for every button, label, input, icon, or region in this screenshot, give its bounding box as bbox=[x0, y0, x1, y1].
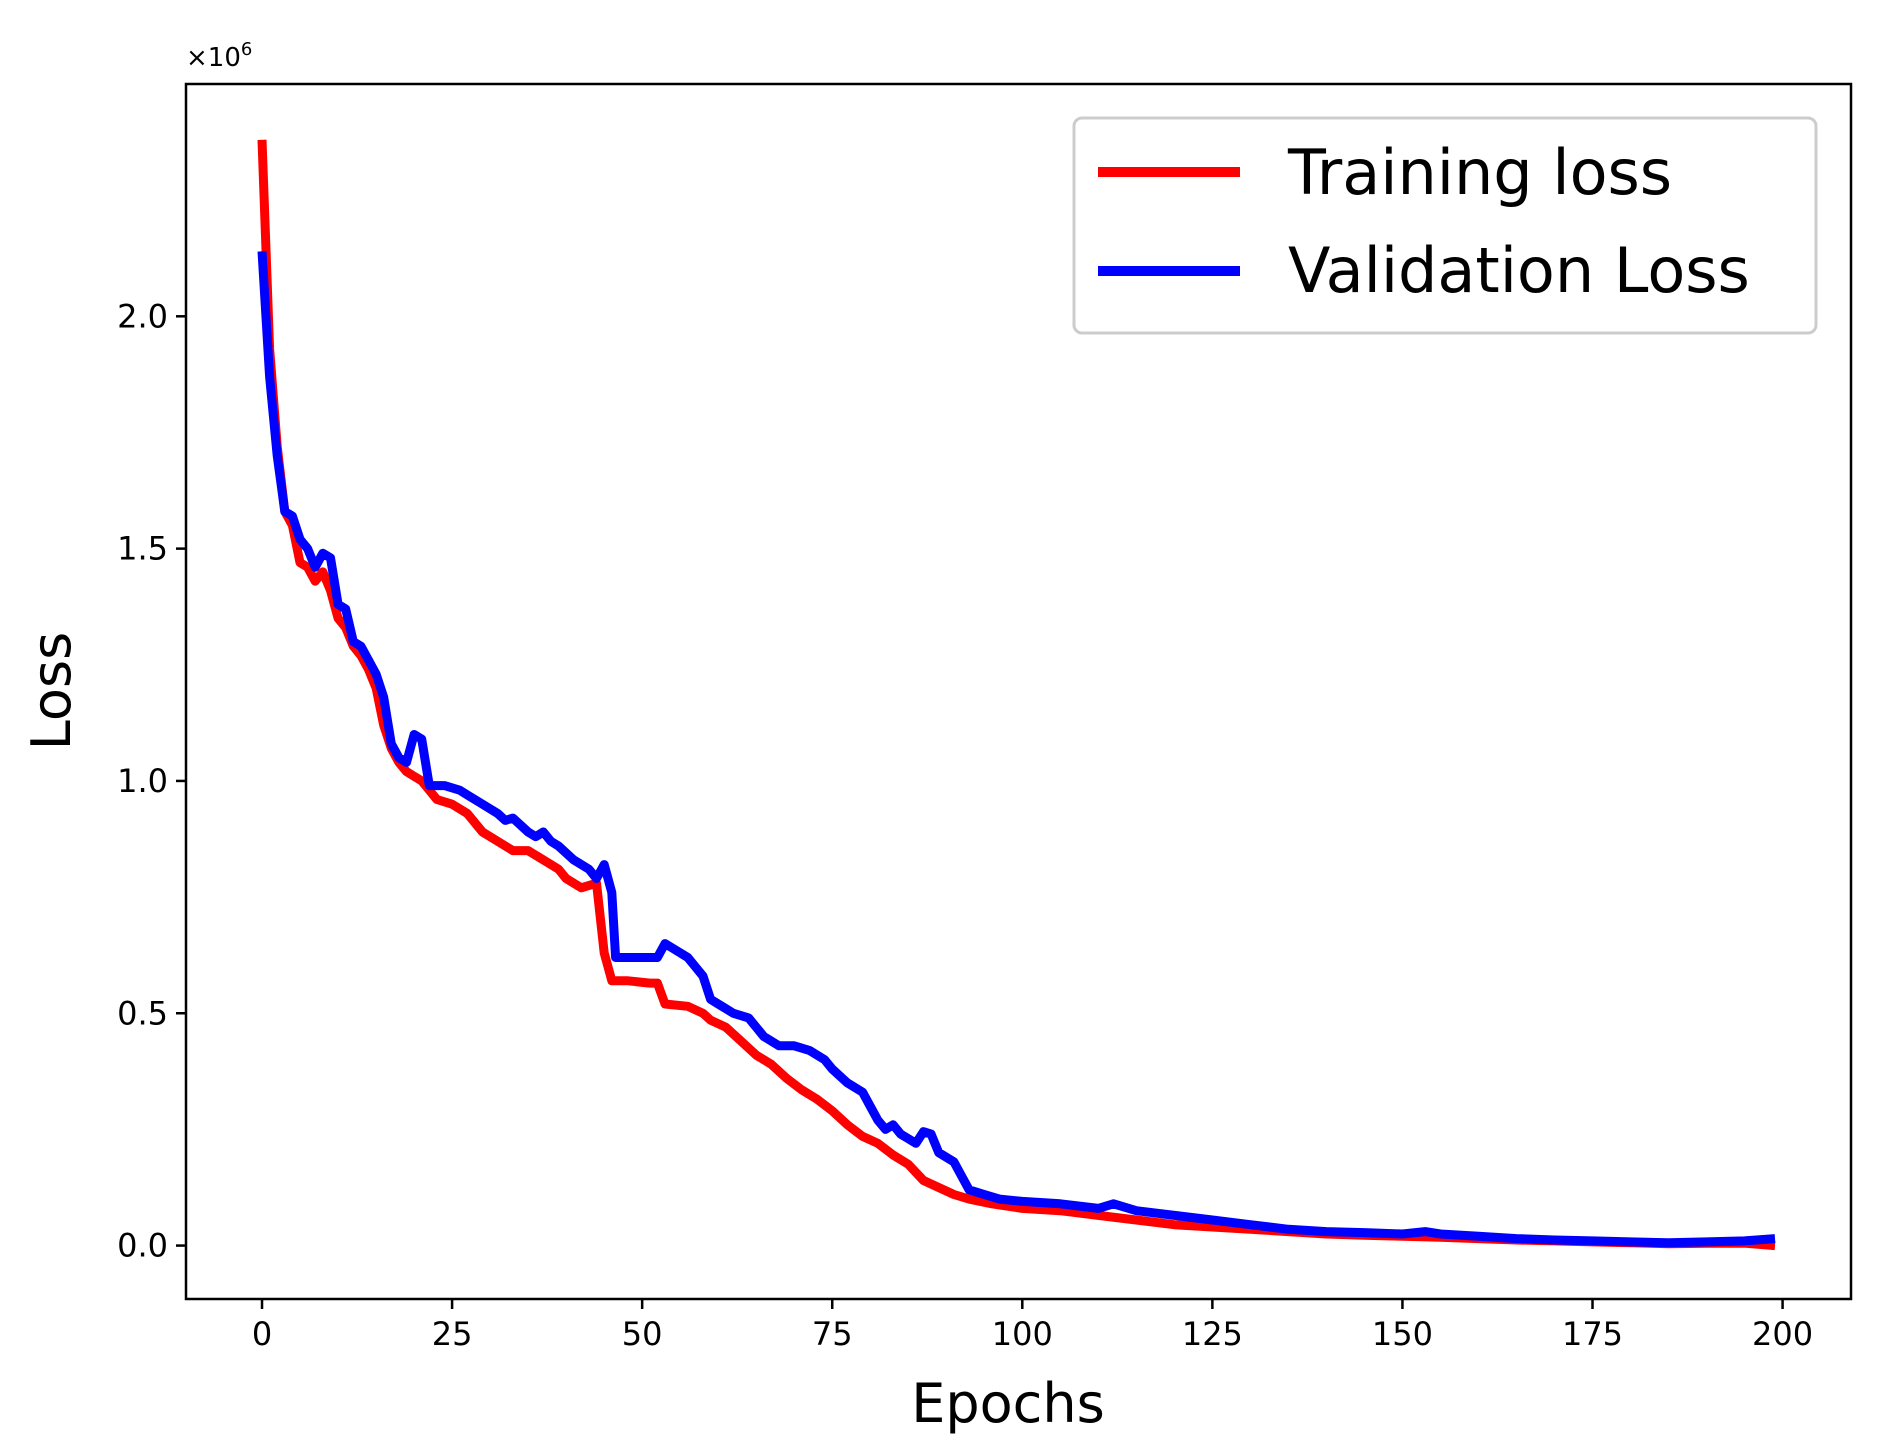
series-layer bbox=[257, 139, 1776, 1251]
x-ticks: 0 25 50 75 100 125 150 175 200 bbox=[252, 1299, 1813, 1353]
x-axis-label: Epochs bbox=[911, 1372, 1104, 1435]
y-tick-label: 1.0 bbox=[117, 762, 168, 800]
legend-label-training: Training loss bbox=[1287, 136, 1672, 209]
y-multiplier-exponent: 6 bbox=[241, 39, 252, 60]
x-tick-label: 125 bbox=[1182, 1315, 1243, 1353]
plot-frame bbox=[184, 82, 1853, 1301]
series-line-validation-loss bbox=[257, 251, 1776, 1248]
x-tick-label: 50 bbox=[622, 1315, 663, 1353]
legend-label-validation: Validation Loss bbox=[1288, 234, 1750, 307]
y-tick-label: 2.0 bbox=[117, 297, 168, 335]
y-tick-label: 0.0 bbox=[117, 1227, 168, 1265]
y-ticks: 0.0 0.5 1.0 1.5 2.0 bbox=[117, 297, 186, 1265]
y-multiplier: ×106 bbox=[186, 39, 252, 73]
x-tick-label: 175 bbox=[1562, 1315, 1623, 1353]
x-tick-label: 0 bbox=[252, 1315, 272, 1353]
x-tick-label: 200 bbox=[1752, 1315, 1813, 1353]
x-tick-label: 75 bbox=[812, 1315, 853, 1353]
legend-box bbox=[1072, 116, 1818, 335]
y-tick-label: 1.5 bbox=[117, 530, 168, 568]
x-tick-label: 150 bbox=[1372, 1315, 1433, 1353]
x-tick-label: 100 bbox=[992, 1315, 1053, 1353]
y-tick-label: 0.5 bbox=[117, 994, 168, 1032]
y-axis-label: Loss bbox=[20, 632, 83, 750]
x-tick-label: 25 bbox=[432, 1315, 473, 1353]
y-multiplier-base: ×10 bbox=[186, 43, 241, 73]
legend: Training loss Validation Loss bbox=[1072, 116, 1818, 335]
